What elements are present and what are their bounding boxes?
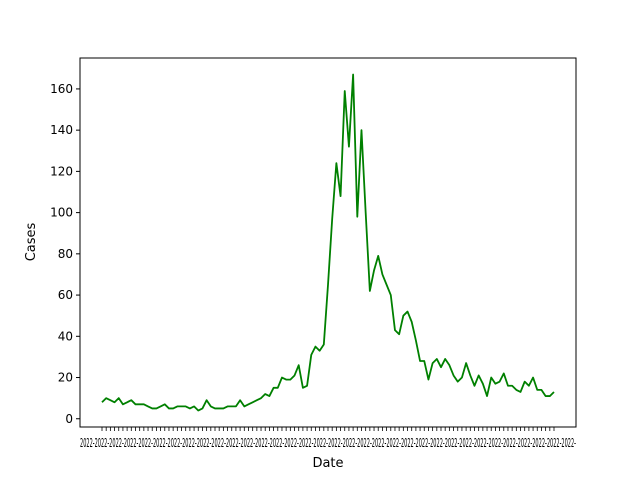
y-axis-label: Cases [24, 222, 39, 261]
plot-area [101, 73, 555, 412]
y-tick-label: 0 [65, 412, 73, 426]
x-tick-labels-overlapping: 2022-2022-2022-2022-2022-2022-2022-2022-… [80, 436, 576, 450]
x-axis-ticks: 2022-2022-2022-2022-2022-2022-2022-2022-… [80, 427, 576, 450]
y-tick-label: 40 [58, 329, 73, 343]
y-tick-label: 20 [58, 371, 73, 385]
axes-frame [79, 57, 577, 428]
y-tick-label: 80 [58, 247, 73, 261]
y-tick-label: 140 [50, 123, 73, 137]
x-axis-label: Date [312, 456, 343, 471]
y-tick-label: 120 [50, 164, 73, 178]
y-tick-label: 160 [50, 82, 73, 96]
series-line-0 [101, 73, 555, 412]
y-axis-ticks: 0 20 40 60 80 100 120 140 160 [50, 82, 80, 426]
y-tick-label: 60 [58, 288, 73, 302]
y-tick-label: 100 [50, 206, 73, 220]
